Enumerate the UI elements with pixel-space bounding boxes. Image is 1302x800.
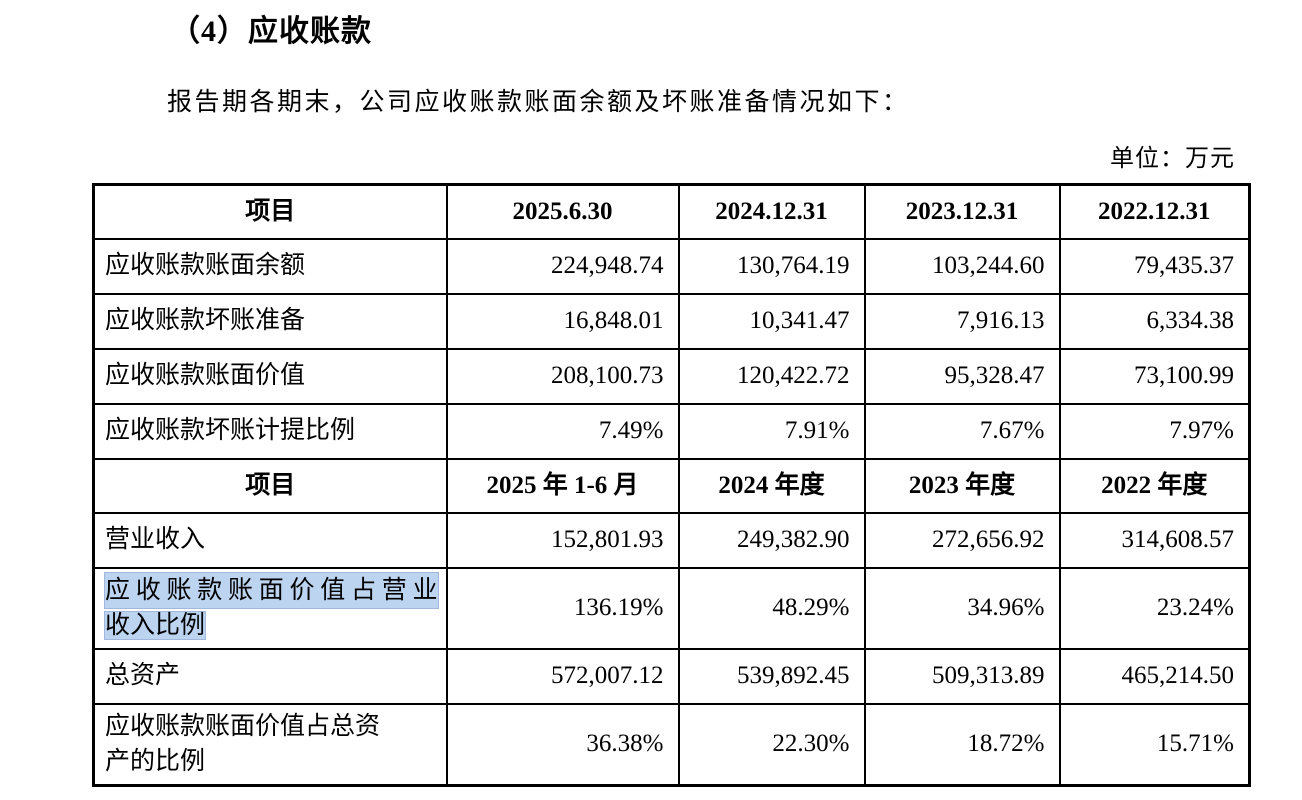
header-period: 2022 年度 [1058, 457, 1251, 514]
intro-paragraph: 报告期各期末，公司应收账款账面余额及坏账准备情况如下： [167, 89, 910, 116]
highlighted-text-selection: 收入比例 [105, 612, 206, 639]
row-label-line: 产的比例 [105, 748, 206, 775]
cell-value: 136.19% [445, 566, 680, 650]
row-label-line: 应收账款账面价值占总资 [105, 712, 381, 740]
row-label: 应收账款账面价值 [92, 347, 448, 405]
cell-value: 23.24% [1058, 566, 1251, 650]
cell-value: 48.29% [677, 566, 866, 650]
cell-value: 152,801.93 [445, 511, 680, 569]
cell-value: 7.97% [1058, 402, 1251, 460]
header-date: 2023.12.31 [863, 183, 1061, 240]
cell-value: 539,892.45 [677, 647, 866, 705]
header-date: 2022.12.31 [1058, 183, 1251, 240]
page-title: （4）应收账款 [170, 15, 372, 48]
cell-value: 22.30% [677, 702, 866, 786]
row-label: 总资产 [92, 647, 448, 705]
row-label: 应收账款坏账计提比例 [92, 402, 448, 460]
header-row-period: 项目 2025 年 1-6 月 2024 年度 2023 年度 2022 年度 [92, 457, 1251, 514]
cell-value: 130,764.19 [677, 237, 866, 295]
cell-value: 249,382.90 [677, 511, 866, 569]
cell-value: 10,341.47 [677, 292, 866, 350]
row-label: 应收账款坏账准备 [92, 292, 448, 350]
cell-value: 15.71% [1058, 702, 1251, 786]
cell-value: 73,100.99 [1058, 347, 1251, 405]
table-row: 应收账款账面价值占总资 产的比例 36.38% 22.30% 18.72% 15.… [92, 702, 1251, 786]
header-period: 2023 年度 [863, 457, 1061, 514]
accounts-receivable-table: 项目 2025.6.30 2024.12.31 2023.12.31 2022.… [92, 183, 1251, 787]
cell-value: 314,608.57 [1058, 511, 1251, 569]
table-row: 应收账款账面余额 224,948.74 130,764.19 103,244.6… [92, 237, 1251, 295]
cell-value: 34.96% [863, 566, 1061, 650]
unit-label: 单位：万元 [1110, 146, 1235, 172]
cell-value: 7.49% [445, 402, 680, 460]
table-row: 总资产 572,007.12 539,892.45 509,313.89 465… [92, 647, 1251, 705]
cell-value: 6,334.38 [1058, 292, 1251, 350]
row-label: 应收账款账面价值占总资 产的比例 [92, 702, 448, 786]
header-row-balance-dates: 项目 2025.6.30 2024.12.31 2023.12.31 2022.… [92, 183, 1251, 240]
row-label: 应收账款账面余额 [92, 237, 448, 295]
row-label: 应收账款账面价值占营业收入比例 [92, 566, 448, 650]
cell-value: 16,848.01 [445, 292, 680, 350]
cell-value: 7.91% [677, 402, 866, 460]
cell-value: 572,007.12 [445, 647, 680, 705]
cell-value: 7.67% [863, 402, 1061, 460]
cell-value: 95,328.47 [863, 347, 1061, 405]
cell-value: 36.38% [445, 702, 680, 786]
header-period: 2025 年 1-6 月 [445, 457, 680, 514]
header-date: 2024.12.31 [677, 183, 866, 240]
table-row: 应收账款坏账准备 16,848.01 10,341.47 7,916.13 6,… [92, 292, 1251, 350]
cell-value: 79,435.37 [1058, 237, 1251, 295]
header-item: 项目 [92, 457, 448, 514]
cell-value: 224,948.74 [445, 237, 680, 295]
cell-value: 272,656.92 [863, 511, 1061, 569]
cell-value: 509,313.89 [863, 647, 1061, 705]
cell-value: 208,100.73 [445, 347, 680, 405]
row-label: 营业收入 [92, 511, 448, 569]
table-row-highlighted: 应收账款账面价值占营业收入比例 136.19% 48.29% 34.96% 23… [92, 566, 1251, 650]
cell-value: 103,244.60 [863, 237, 1061, 295]
table-row: 营业收入 152,801.93 249,382.90 272,656.92 31… [92, 511, 1251, 569]
highlighted-text-selection: 应收账款账面价值占营业 [105, 572, 438, 608]
header-item: 项目 [92, 183, 448, 240]
cell-value: 18.72% [863, 702, 1061, 786]
cell-value: 465,214.50 [1058, 647, 1251, 705]
cell-value: 7,916.13 [863, 292, 1061, 350]
cell-value: 120,422.72 [677, 347, 866, 405]
table-row: 应收账款账面价值 208,100.73 120,422.72 95,328.47… [92, 347, 1251, 405]
header-period: 2024 年度 [677, 457, 866, 514]
header-date: 2025.6.30 [445, 183, 680, 240]
table-row: 应收账款坏账计提比例 7.49% 7.91% 7.67% 7.97% [92, 402, 1251, 460]
